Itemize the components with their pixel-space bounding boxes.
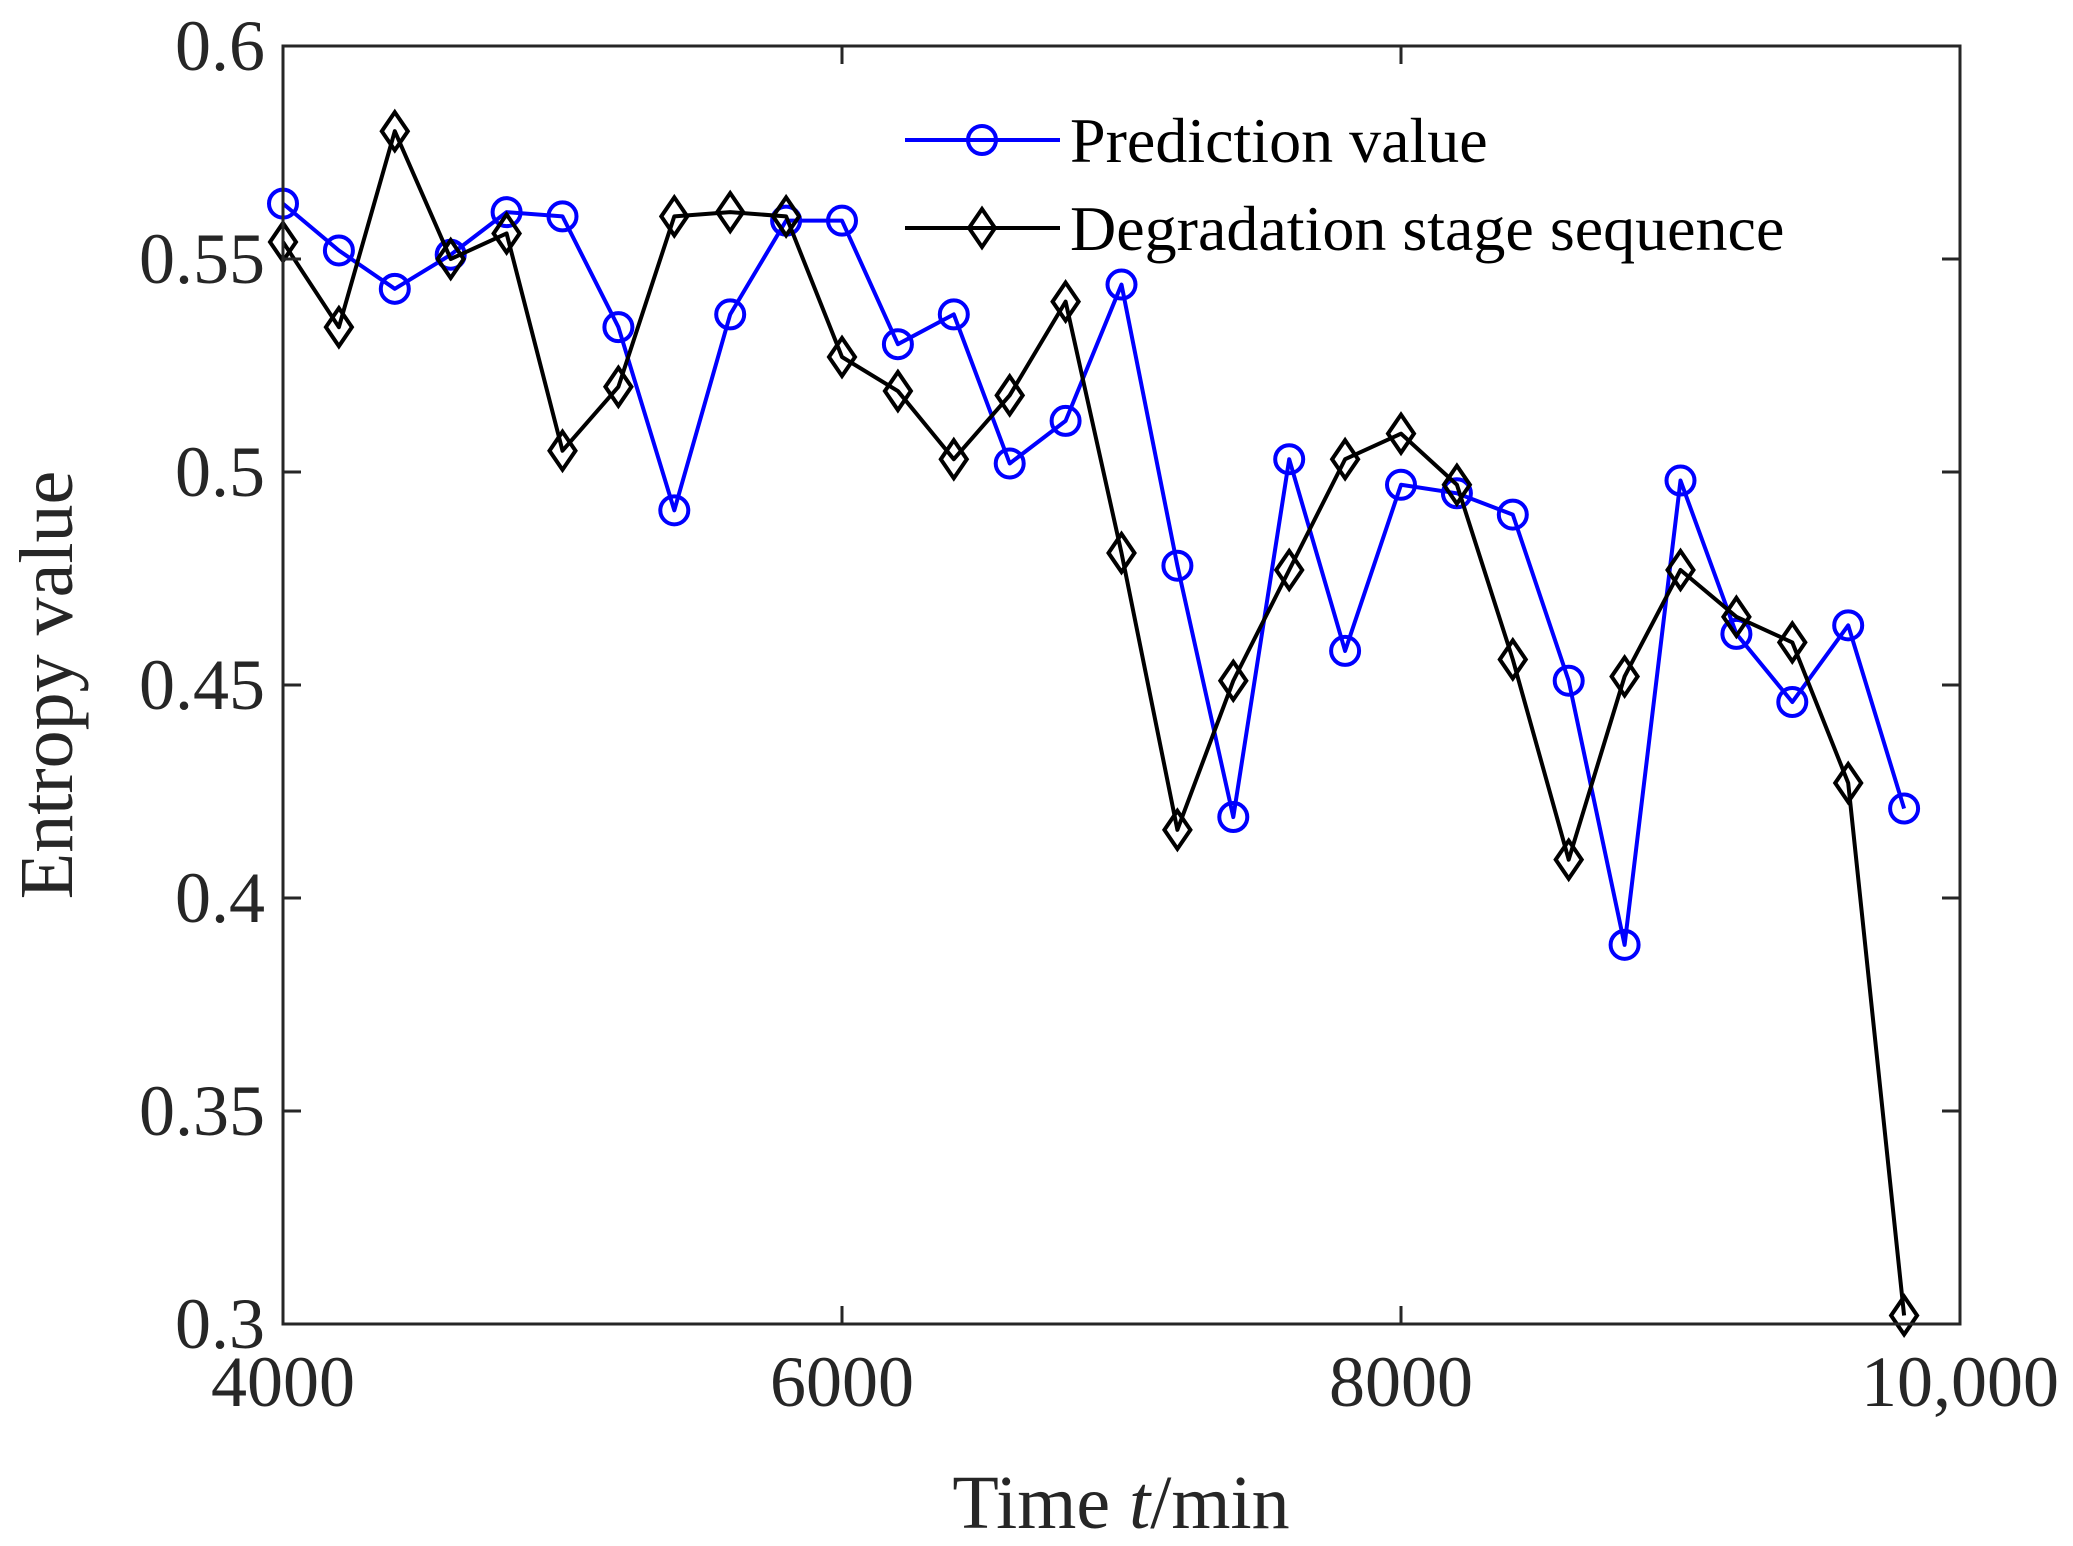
prediction-point (378, 272, 411, 305)
degradation-point (826, 334, 858, 380)
prediction-point (993, 447, 1026, 480)
prediction-point (658, 494, 691, 527)
y-tick-label: 0.4 (175, 858, 265, 938)
degradation-point (994, 372, 1026, 418)
prediction-point (1496, 498, 1529, 531)
degradation-point (1273, 547, 1305, 593)
legend-marker (966, 205, 998, 251)
prediction-point (546, 200, 579, 233)
prediction-point (1888, 792, 1921, 825)
prediction-point (1832, 609, 1865, 642)
legend-item: Prediction value (905, 105, 1488, 176)
prediction-point (1552, 664, 1585, 697)
legend-label: Degradation stage sequence (1070, 193, 1784, 264)
degradation-point (1609, 653, 1641, 700)
ticks-layer: 4000 6000 8000 10,000 0.3 0.35 0.4 0.45 0.5 0.55 0… (139, 6, 2059, 1422)
prediction-point (602, 311, 635, 344)
degradation-point (1553, 837, 1585, 883)
degradation-point (1665, 547, 1696, 593)
prediction-point (1385, 468, 1417, 501)
x-tick-label: 6000 (770, 1342, 914, 1422)
series-line (281, 202, 1907, 947)
series-line (281, 129, 1907, 1316)
series-prediction (267, 187, 1921, 961)
degradation-point (1497, 636, 1529, 682)
y-tick-label: 0.55 (139, 219, 265, 299)
prediction-point (1329, 634, 1362, 667)
degradation-point (491, 210, 523, 256)
degradation-point (435, 236, 467, 282)
prediction-point (1776, 686, 1809, 719)
series-layer (267, 108, 1921, 1339)
degradation-point (1888, 1292, 1920, 1339)
degradation-point (379, 108, 411, 154)
y-axis-title: Entropy value (5, 471, 89, 899)
degradation-point (1161, 807, 1193, 853)
prediction-point (1273, 443, 1306, 476)
degradation-point (882, 368, 914, 414)
y-tick-label: 0.35 (139, 1071, 265, 1151)
prediction-point (1105, 268, 1138, 301)
legend-marker (966, 124, 998, 156)
legend-label: Prediction value (1070, 105, 1488, 176)
prediction-point (1049, 404, 1082, 437)
degradation-point (1832, 760, 1864, 806)
prediction-point (490, 196, 523, 229)
prediction-point (826, 204, 858, 237)
degradation-point (1776, 619, 1808, 665)
degradation-point (714, 189, 746, 235)
degradation-point (1050, 279, 1082, 325)
y-tick-label: 0.6 (175, 6, 265, 86)
y-tick-label: 0.3 (175, 1284, 265, 1364)
legend: Prediction value Degradation stage sequen… (905, 105, 1784, 264)
degradation-point (770, 193, 802, 239)
prediction-point (937, 298, 970, 331)
prediction-point (1161, 549, 1194, 582)
prediction-point (881, 328, 914, 361)
degradation-point (1106, 530, 1137, 576)
prediction-point (714, 298, 747, 331)
degradation-point (1441, 462, 1473, 508)
degradation-point (938, 436, 970, 482)
degradation-point (1720, 594, 1752, 640)
prediction-point (1217, 801, 1250, 834)
x-tick-label: 4000 (211, 1342, 355, 1422)
x-tick-label: 8000 (1329, 1342, 1473, 1422)
degradation-point (547, 428, 578, 474)
degradation-point (1329, 436, 1361, 482)
prediction-point (1608, 928, 1641, 961)
degradation-point (1385, 411, 1417, 457)
degradation-point (602, 364, 634, 410)
degradation-point (323, 304, 355, 350)
prediction-point (1664, 464, 1697, 497)
prediction-point (322, 234, 355, 267)
legend-item: Degradation stage sequence (905, 193, 1784, 264)
degradation-point (658, 193, 690, 239)
y-tick-label: 0.45 (139, 645, 265, 725)
degradation-point (1217, 658, 1249, 704)
x-axis-title: Time t/min (952, 1461, 1289, 1545)
x-tick-label: 10,000 (1861, 1342, 2059, 1422)
y-tick-label: 0.5 (175, 432, 265, 512)
prediction-point (1720, 617, 1753, 650)
series-degradation (267, 108, 1920, 1339)
